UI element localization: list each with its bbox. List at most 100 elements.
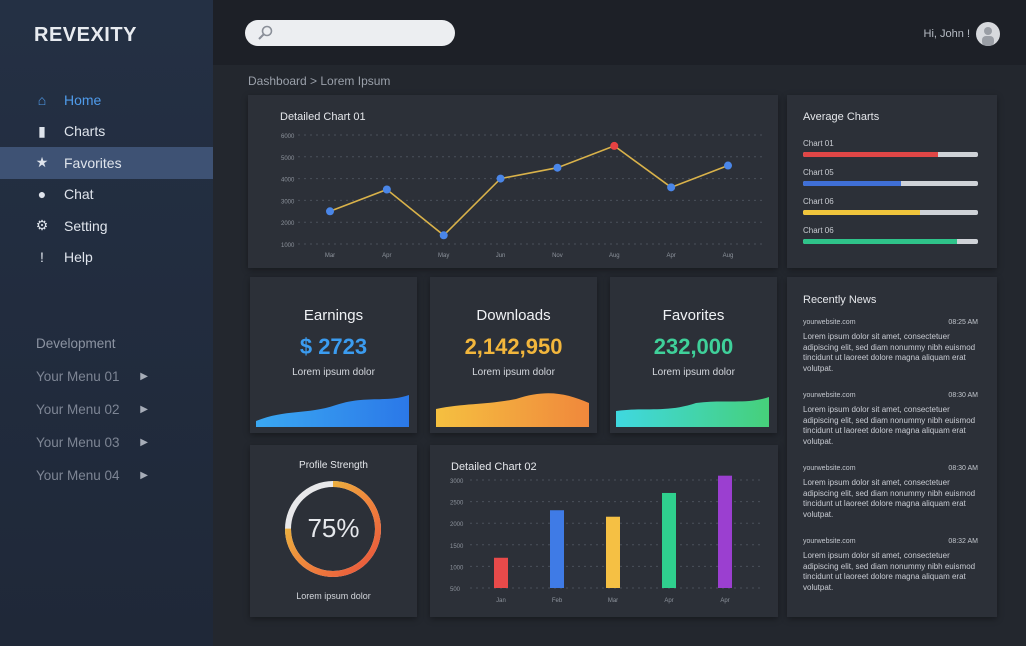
data-point[interactable] <box>610 141 619 150</box>
chevron-right-icon: ▶ <box>140 437 148 448</box>
data-point[interactable] <box>439 231 448 240</box>
sidebar-item-chat[interactable]: ● Chat <box>0 179 213 211</box>
x-tick-label: Mar <box>608 598 618 604</box>
sidebar-item-setting[interactable]: ⚙ Setting <box>0 210 213 242</box>
news-time: 08:30 AM <box>948 465 978 472</box>
data-point[interactable] <box>667 183 676 192</box>
average-chart-label: Chart 01 <box>803 139 834 148</box>
data-point[interactable] <box>496 174 505 183</box>
stat-card-downloads: Downloads 2,142,950 Lorem ipsum dolor <box>430 277 597 433</box>
news-item[interactable]: yourwebsite.com 08:30 AM Lorem ipsum dolor… <box>803 392 978 447</box>
sidebar-item-charts[interactable]: ▮ Charts <box>0 116 213 148</box>
stat-value: 232,000 <box>653 334 734 359</box>
sidebar-item-favorites[interactable]: ★ Favorites <box>0 147 213 179</box>
search-input[interactable] <box>245 20 455 46</box>
news-text: Lorem ipsum dolor sit amet, consectetuer… <box>803 551 976 592</box>
sidebar-menu-4[interactable]: Your Menu 04 ▶ <box>36 468 186 483</box>
chevron-right-icon: ▶ <box>140 371 148 382</box>
line-chart: 1000 2000 3000 4000 5000 6000 Mar Apr May Jun Nov A… <box>281 134 763 259</box>
news-item[interactable]: yourwebsite.com 08:30 AM Lorem ipsum dolor… <box>803 465 978 520</box>
stat-title: Favorites <box>662 307 725 324</box>
x-tick-label: Feb <box>552 598 563 604</box>
sidebar-menu-1[interactable]: Your Menu 01 ▶ <box>36 369 186 384</box>
progress-fill <box>803 210 921 215</box>
progress-bar <box>803 210 978 215</box>
y-tick-label: 500 <box>450 587 461 593</box>
average-chart-item: Chart 06 <box>803 226 978 244</box>
star-icon: ★ <box>35 154 49 171</box>
line-chart-card: Detailed Chart 01 1000 2000 3000 4000 5000 60… <box>248 95 778 268</box>
average-chart-label: Chart 06 <box>803 197 834 206</box>
news-text: Lorem ipsum dolor sit amet, consectetuer… <box>803 405 976 446</box>
average-chart-item: Chart 05 <box>803 168 978 186</box>
sidebar-item-label: Charts <box>64 123 106 140</box>
bar[interactable] <box>718 475 732 588</box>
gear-icon: ⚙ <box>35 217 49 234</box>
card-title: Profile Strength <box>299 460 368 471</box>
news-text: Lorem ipsum dolor sit amet, consectetuer… <box>803 478 976 519</box>
y-tick-label: 6000 <box>281 134 295 140</box>
y-tick-label: 2000 <box>450 522 464 528</box>
sidebar-item-help[interactable]: ! Help <box>0 242 213 274</box>
bar[interactable] <box>606 516 620 588</box>
stat-value: 2,142,950 <box>464 334 563 359</box>
alert-icon: ! <box>40 249 44 266</box>
news-source: yourwebsite.com <box>803 465 856 472</box>
data-point[interactable] <box>382 185 391 194</box>
y-tick-label: 1500 <box>450 544 464 550</box>
wave-chart <box>436 393 589 427</box>
bar-chart: 500 1000 1500 2000 2500 3000 Jan Feb Mar Apr Apr <box>450 475 760 604</box>
data-point[interactable] <box>326 207 334 216</box>
progress-fill <box>803 152 938 157</box>
news-source: yourwebsite.com <box>803 392 856 399</box>
news-text: Lorem ipsum dolor sit amet, consectetuer… <box>803 332 976 373</box>
breadcrumb: Dashboard > Lorem Ipsum <box>248 74 391 88</box>
sidebar-item-label: Help <box>64 249 93 266</box>
news-item[interactable]: yourwebsite.com 08:32 AM Lorem ipsum dolor… <box>803 538 978 593</box>
user-greeting: Hi, John ! <box>923 28 970 40</box>
y-tick-label: 2500 <box>450 501 464 507</box>
profile-subtitle: Lorem ipsum dolor <box>296 591 371 601</box>
sidebar-menu-2[interactable]: Your Menu 02 ▶ <box>36 402 186 417</box>
progress-bar <box>803 152 978 157</box>
progress-bar <box>803 181 978 186</box>
average-chart-label: Chart 06 <box>803 226 834 235</box>
x-tick-label: Mar <box>325 253 335 259</box>
stat-card-favorites: Favorites 232,000 Lorem ipsum dolor <box>610 277 777 433</box>
bar[interactable] <box>494 557 508 588</box>
chat-icon: ● <box>37 186 47 203</box>
y-tick-label: 5000 <box>281 156 295 162</box>
menu-label: Your Menu 02 <box>36 402 120 417</box>
x-tick-label: Apr <box>720 598 729 604</box>
x-tick-label: Aug <box>723 253 734 259</box>
bar-chart-icon: ▮ <box>38 122 46 139</box>
bar[interactable] <box>550 510 564 588</box>
avatar[interactable] <box>976 22 1000 46</box>
y-tick-label: 2000 <box>281 221 295 227</box>
sidebar-item-label: Favorites <box>64 154 122 171</box>
news-item[interactable]: yourwebsite.com 08:25 AM Lorem ipsum dolor… <box>803 319 978 374</box>
logo: REVEXITY <box>34 24 137 46</box>
news-time: 08:25 AM <box>948 319 978 326</box>
x-tick-label: Apr <box>382 253 391 259</box>
average-charts-card: Average Charts Chart 01 Chart 05 Chart 06 C… <box>787 95 997 268</box>
sidebar-item-home[interactable]: ⌂ Home <box>0 84 213 116</box>
x-tick-label: Aug <box>609 253 620 259</box>
profile-gauge <box>285 481 381 577</box>
stat-subtitle: Lorem ipsum dolor <box>292 367 375 378</box>
bar[interactable] <box>662 492 676 588</box>
news-time: 08:30 AM <box>948 392 978 399</box>
average-chart-label: Chart 05 <box>803 168 834 177</box>
average-chart-item: Chart 06 <box>803 197 978 215</box>
data-point[interactable] <box>553 163 562 172</box>
card-title: Average Charts <box>803 111 880 123</box>
stat-subtitle: Lorem ipsum dolor <box>652 367 735 378</box>
sidebar-menu-3[interactable]: Your Menu 03 ▶ <box>36 435 186 450</box>
menu-label: Your Menu 01 <box>36 369 120 384</box>
wave-chart <box>616 397 769 427</box>
profile-strength-card: Profile Strength 75% Lorem ipsum dolor <box>250 445 417 617</box>
progress-fill <box>803 239 957 244</box>
x-tick-label: Jun <box>496 253 506 259</box>
data-point[interactable] <box>724 161 732 170</box>
average-chart-item: Chart 01 <box>803 139 978 157</box>
